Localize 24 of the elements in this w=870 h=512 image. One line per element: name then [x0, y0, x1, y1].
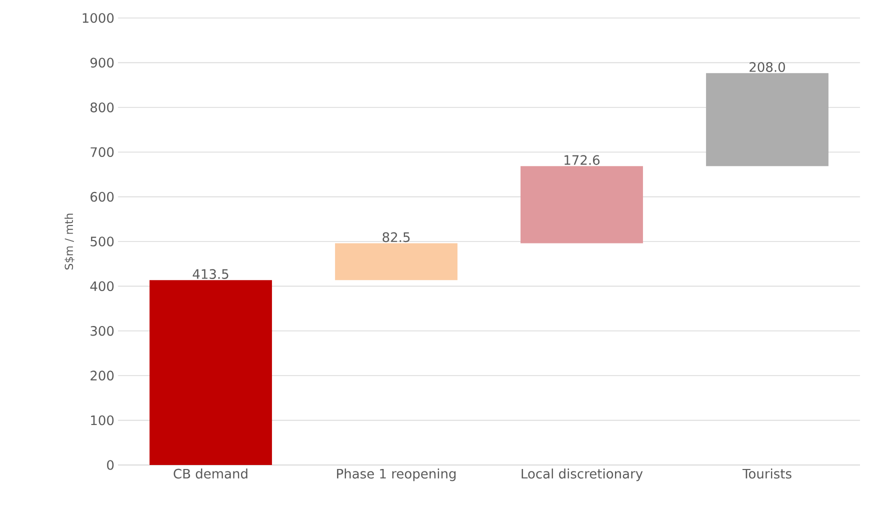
- x-tick-label: Tourists: [742, 468, 792, 479]
- x-tick-label: Phase 1 reopening: [337, 468, 456, 482]
- y-tick-label: 900: [90, 58, 114, 68]
- bar: [706, 73, 828, 166]
- y-tick-label: 400: [90, 281, 114, 292]
- x-tick-label: CB demand: [174, 468, 248, 479]
- y-tick-label: 300: [90, 326, 114, 336]
- y-tick-label: 700: [90, 147, 114, 158]
- bar: [520, 166, 643, 244]
- y-tick-label: 500: [90, 236, 114, 246]
- x-tick-label: Local discretionary: [522, 468, 643, 482]
- y-tick-label: 100: [91, 415, 114, 426]
- bar: [335, 243, 458, 280]
- data-label: 172.6: [564, 155, 600, 165]
- y-axis-title: S$m / mth: [64, 214, 75, 270]
- y-tick-label: 1000: [82, 13, 114, 23]
- y-tick-label: 600: [90, 192, 114, 202]
- y-tick-label: 0: [107, 460, 114, 470]
- bar: [150, 280, 272, 465]
- data-label: 82.5: [382, 232, 410, 242]
- data-label: 413.5: [192, 269, 228, 279]
- y-tick-label: 200: [90, 370, 114, 381]
- y-tick-label: 800: [90, 102, 114, 112]
- data-label: 208.0: [750, 62, 785, 72]
